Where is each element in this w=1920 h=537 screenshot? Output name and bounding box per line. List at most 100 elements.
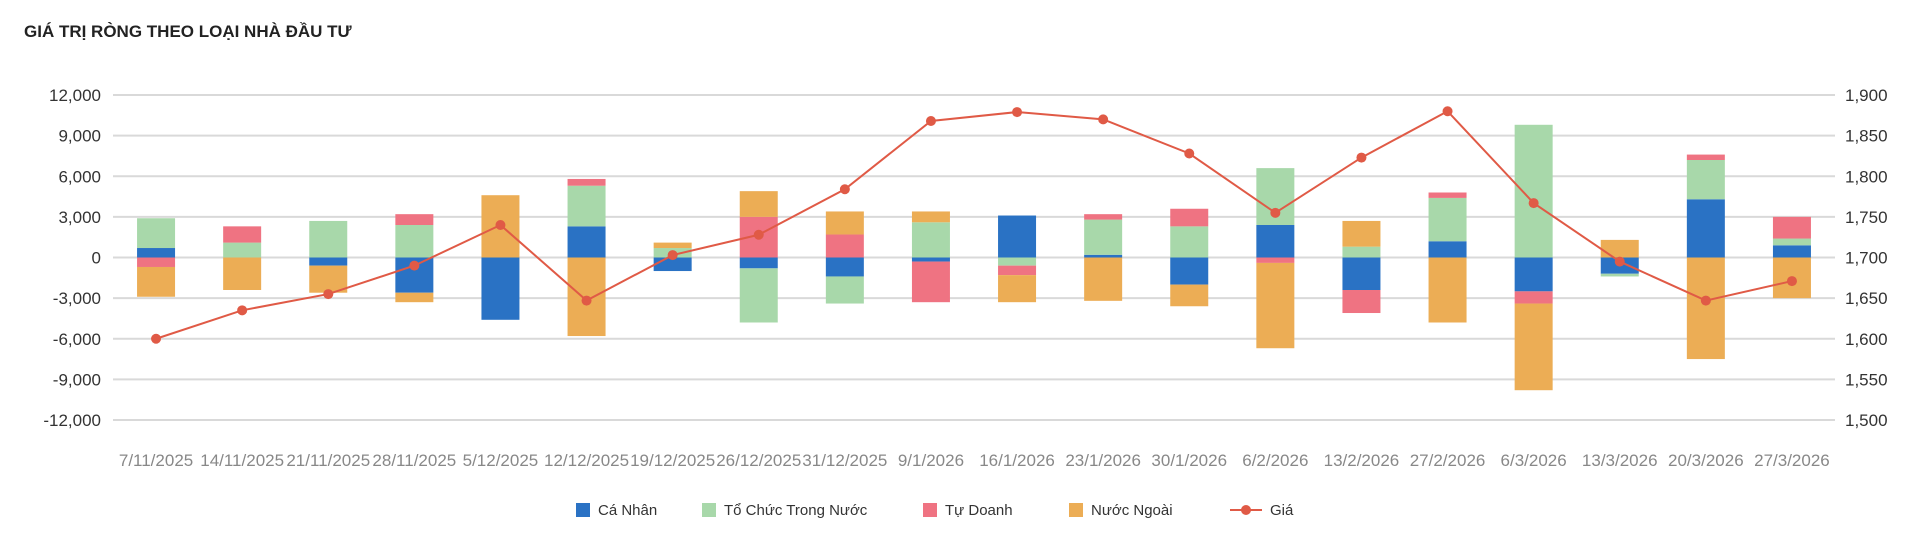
bar-segment: [1170, 257, 1209, 285]
bar-segment: [1428, 197, 1467, 242]
price-point: [495, 220, 506, 230]
x-axis: 7/11/2025 14/11/2025 21/11/2025 28/11/2025 5…: [119, 451, 1830, 470]
bar-segment: [137, 248, 176, 258]
bar-segment: [567, 185, 606, 227]
x-tick-label: 27/3/2026: [1754, 451, 1830, 470]
bar-segment: [911, 257, 950, 262]
bar-segment: [1084, 219, 1123, 255]
bar-segment: [309, 220, 348, 258]
x-tick-label: 19/12/2025: [630, 451, 715, 470]
price-point: [1184, 148, 1195, 159]
bar-segment: [739, 268, 778, 323]
y-axis-right: 1,900 1,850 1,800 1,750 1,700 1,650 1,600 1,550…: [1845, 86, 1888, 430]
bar-segment: [223, 226, 262, 243]
bar-segment: [1170, 208, 1209, 227]
bar-segment: [911, 211, 950, 223]
x-tick-label: 31/12/2025: [802, 451, 887, 470]
bar-segment: [1686, 154, 1725, 160]
y-right-tick-label: 1,500: [1845, 411, 1888, 430]
y-right-tick-label: 1,900: [1845, 86, 1888, 105]
y-right-tick-label: 1,800: [1845, 167, 1888, 186]
y-left-tick-label: 3,000: [58, 208, 101, 227]
legend-label: Tổ Chức Trong Nước: [724, 502, 868, 519]
legend-label: Nước Ngoài: [1091, 502, 1173, 519]
price-point: [581, 295, 592, 306]
bar-segment: [739, 191, 778, 217]
bar-segment: [1256, 262, 1295, 349]
bar-segment: [1600, 273, 1639, 277]
x-tick-label: 23/1/2026: [1065, 451, 1141, 470]
bar-segment: [481, 257, 520, 320]
y-axis-left: 12,000 9,000 6,000 3,000 0 -3,000 -6,000 -9,000…: [43, 86, 101, 430]
bar-segment: [1686, 199, 1725, 258]
bar-segment: [395, 225, 434, 258]
price-point: [1786, 276, 1797, 287]
y-right-tick-label: 1,700: [1845, 249, 1888, 268]
x-tick-label: 21/11/2025: [286, 451, 370, 470]
x-tick-label: 13/2/2026: [1324, 451, 1400, 470]
x-tick-label: 9/1/2026: [898, 451, 964, 470]
legend: Cá Nhân Tổ Chức Trong Nước Tự Doanh Nước Ng…: [576, 502, 1294, 519]
bar-segment: [1686, 257, 1725, 360]
x-tick-label: 14/11/2025: [200, 451, 284, 470]
bar-segment: [911, 222, 950, 258]
bar-series: [137, 124, 1811, 391]
x-tick-label: 5/12/2025: [463, 451, 539, 470]
price-point: [1700, 295, 1711, 306]
bar-segment: [1514, 124, 1553, 258]
y-right-tick-label: 1,750: [1845, 208, 1888, 227]
x-tick-label: 20/3/2026: [1668, 451, 1744, 470]
bar-segment: [825, 276, 864, 304]
price-point: [1528, 198, 1539, 209]
price-point: [667, 250, 678, 261]
y-left-tick-label: 6,000: [58, 167, 101, 186]
bar-segment: [1084, 257, 1123, 301]
bar-segment: [1514, 303, 1553, 391]
bar-segment: [137, 218, 176, 249]
bar-segment: [911, 261, 950, 303]
y-left-tick-label: 9,000: [58, 127, 101, 146]
x-tick-label: 27/2/2026: [1410, 451, 1486, 470]
x-tick-label: 6/2/2026: [1242, 451, 1308, 470]
bar-segment: [1428, 241, 1467, 258]
bar-segment: [1084, 254, 1123, 258]
price-point: [1614, 256, 1625, 267]
bar-segment: [825, 257, 864, 277]
chart-title: GIÁ TRỊ RÒNG THEO LOẠI NHÀ ĐẦU TƯ: [24, 22, 352, 41]
y-right-tick-label: 1,550: [1845, 370, 1888, 389]
bar-segment: [1772, 216, 1811, 239]
bar-segment: [998, 257, 1037, 266]
price-line-path: [155, 110, 1793, 340]
bar-segment: [998, 275, 1037, 303]
price-point: [1270, 207, 1281, 218]
bar-segment: [395, 214, 434, 225]
price-point: [237, 305, 248, 316]
x-tick-label: 26/12/2025: [716, 451, 801, 470]
price-point: [1356, 152, 1367, 163]
legend-swatch: [702, 503, 716, 517]
bar-segment: [1342, 290, 1381, 314]
price-point: [323, 289, 334, 300]
bar-segment: [998, 215, 1037, 258]
bar-segment: [825, 211, 864, 235]
legend-label: Tự Doanh: [945, 502, 1013, 519]
bar-segment: [309, 257, 348, 266]
bar-segment: [567, 226, 606, 258]
bar-segment: [223, 242, 262, 258]
x-tick-label: 28/11/2025: [372, 451, 456, 470]
bar-segment: [137, 266, 176, 297]
x-tick-label: 7/11/2025: [119, 451, 193, 470]
bar-segment: [1514, 257, 1553, 292]
bar-segment: [1170, 284, 1209, 307]
bar-segment: [1600, 239, 1639, 258]
y-right-tick-label: 1,600: [1845, 330, 1888, 349]
x-tick-label: 13/3/2026: [1582, 451, 1658, 470]
legend-swatch: [923, 503, 937, 517]
y-left-tick-label: -6,000: [53, 330, 101, 349]
x-tick-label: 16/1/2026: [979, 451, 1055, 470]
bar-segment: [1686, 160, 1725, 200]
bar-segment: [1772, 238, 1811, 246]
bar-segment: [1514, 291, 1553, 304]
price-point: [839, 184, 850, 195]
